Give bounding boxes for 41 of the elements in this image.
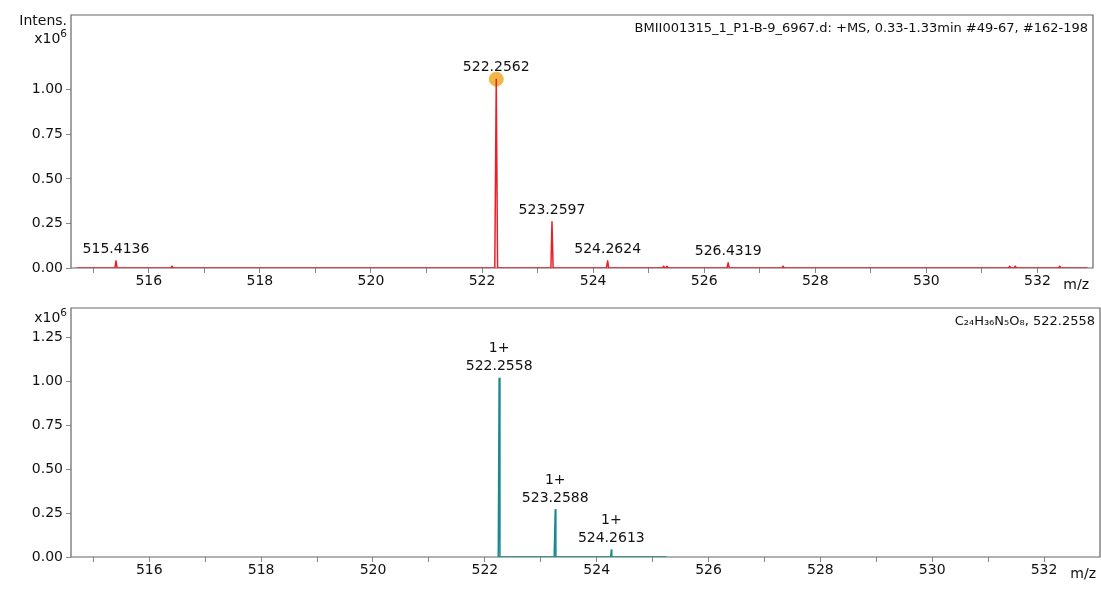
annotation: 523.2597 bbox=[518, 200, 586, 217]
annotation: 515.4136 bbox=[82, 239, 150, 256]
y-tick-label: 0.50 bbox=[31, 169, 63, 186]
annotation: BMII001315_1_P1-B-9_6967.d: +MS, 0.33-1.33min #49-67, #162-198 bbox=[634, 20, 1089, 35]
y-tick-label: 1.25 bbox=[31, 328, 63, 345]
x-tick-label: 516 bbox=[135, 561, 163, 578]
annotation: 522.2562 bbox=[462, 58, 530, 75]
y-tick-label: 0.00 bbox=[31, 258, 63, 275]
x-tick-label: 524 bbox=[583, 561, 611, 578]
x-tick-label: 528 bbox=[807, 561, 834, 578]
y-tick-label: 0.25 bbox=[31, 214, 63, 231]
annotation: 1+ 523.2588 bbox=[521, 470, 589, 505]
annotation: 524.2624 bbox=[574, 239, 642, 256]
x-tick-label: 530 bbox=[918, 561, 946, 578]
y-tick-label: 1.00 bbox=[31, 80, 63, 97]
x-tick-label: 528 bbox=[801, 272, 829, 289]
y-tick-label: 0.75 bbox=[31, 416, 63, 433]
annotation: 1+ 522.2558 bbox=[465, 339, 533, 374]
x-tick-label: 518 bbox=[247, 561, 275, 578]
x-tick-label: 518 bbox=[246, 272, 274, 289]
x-tick-label: 526 bbox=[695, 561, 722, 578]
y-tick-label: 0.00 bbox=[31, 547, 63, 564]
x-tick-label: 520 bbox=[357, 272, 385, 289]
x-tick-label: 532 bbox=[1024, 272, 1051, 289]
x-tick-label: 522 bbox=[471, 561, 499, 578]
y-tick-label: 1.00 bbox=[31, 372, 63, 389]
x-axis-title: m/z bbox=[1070, 565, 1096, 581]
y-tick-label: 0.50 bbox=[31, 459, 63, 476]
annotation: 526.4319 bbox=[694, 241, 762, 258]
x-tick-label: 532 bbox=[1030, 561, 1058, 578]
x-tick-label: 520 bbox=[359, 561, 387, 578]
x-tick-label: 526 bbox=[690, 272, 718, 289]
annotation: C₂₄H₃₆N₅O₈, 522.2558 bbox=[954, 313, 1095, 328]
annotation: 1+ 524.2613 bbox=[577, 510, 645, 545]
y-tick-label: 0.75 bbox=[31, 125, 63, 142]
y-tick-label: 0.25 bbox=[31, 503, 63, 520]
x-tick-label: 522 bbox=[468, 272, 496, 289]
x-axis-title: m/z bbox=[1063, 276, 1089, 292]
x-tick-label: 516 bbox=[135, 272, 163, 289]
x-tick-label: 530 bbox=[913, 272, 940, 289]
x-tick-label: 524 bbox=[579, 272, 607, 289]
